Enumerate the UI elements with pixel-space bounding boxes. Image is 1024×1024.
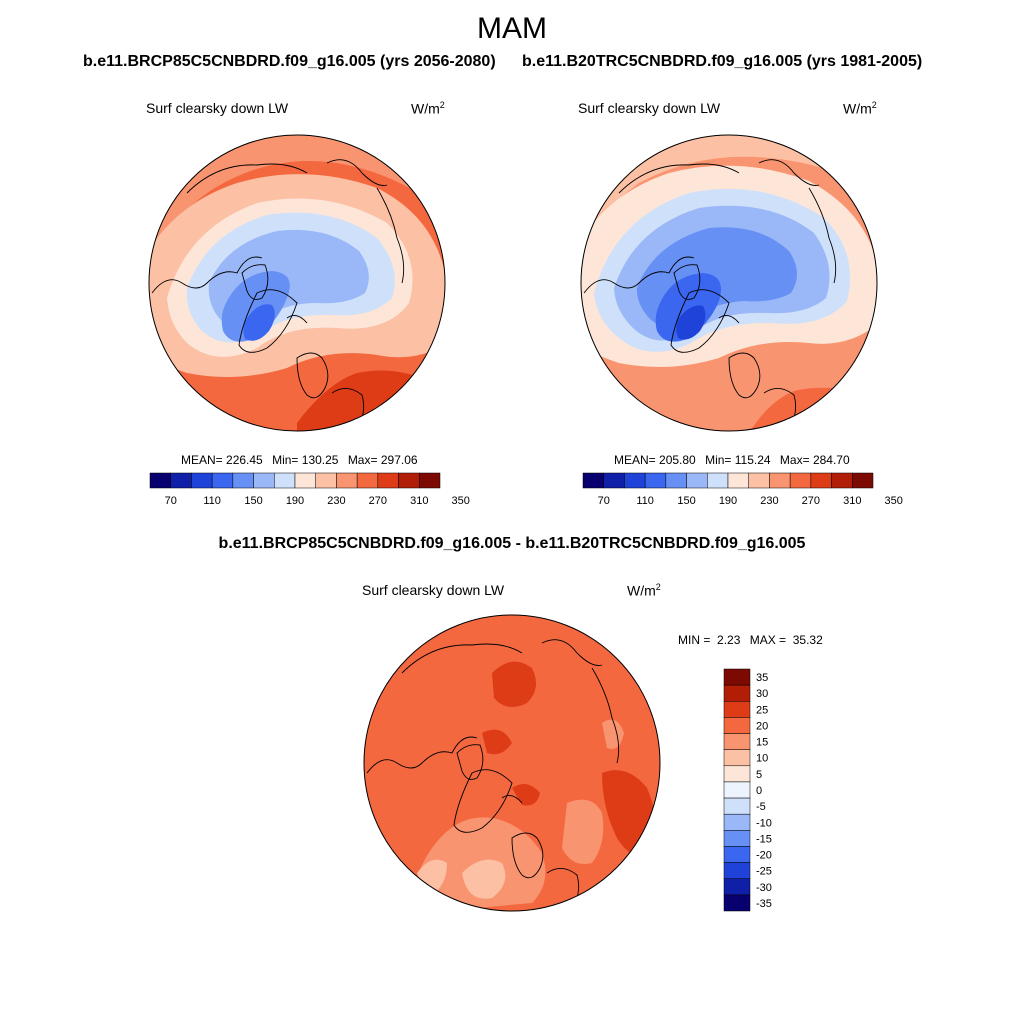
diff-variable-label: Surf clearsky down LW: [362, 582, 505, 598]
control-colorbar-swatch: [727, 472, 749, 489]
diff-colorbar-label: -10: [756, 817, 772, 829]
diff-colorbar-swatch: [723, 894, 751, 912]
control-colorbar-swatch: [644, 472, 667, 489]
test-colorbar-label: 350: [452, 495, 470, 507]
control-colorbar-swatch: [686, 472, 708, 489]
diff-colorbar-label: -35: [756, 898, 772, 910]
test-colorbar-swatch: [398, 472, 420, 489]
diff-colorbar-label: 10: [756, 753, 768, 765]
diff-colorbar-swatch: [723, 749, 751, 767]
diff-colorbar: 35 30 25 20 15 10 5 0 -5 -10 -15 -20 -25 -30 -35: [723, 668, 772, 912]
diff-colorbar-label: 5: [756, 769, 762, 781]
control-colorbar-swatch: [769, 472, 791, 489]
test-colorbar-swatch: [253, 472, 275, 489]
test-colorbar-swatch: [377, 472, 399, 489]
control-variable-label: Surf clearsky down LW: [578, 100, 721, 116]
diff-colorbar-label: -20: [756, 850, 772, 862]
control-colorbar-swatch: [603, 472, 625, 489]
test-colorbar-label: 190: [286, 495, 304, 507]
test-colorbar-label: 270: [369, 495, 387, 507]
test-colorbar-swatch: [315, 472, 337, 489]
diff-colorbar-label: -30: [756, 882, 772, 894]
test-case-title: b.e11.BRCP85C5CNBDRD.f09_g16.005 (yrs 20…: [83, 53, 496, 70]
test-units-label: W/m2: [411, 100, 445, 117]
test-colorbar: 70 110 150 190 230 270 310 350: [149, 472, 470, 507]
test-colorbar-label: 110: [203, 495, 221, 507]
control-colorbar-label: 70: [598, 495, 610, 507]
test-colorbar-swatch: [149, 472, 171, 489]
control-colorbar-swatch: [624, 472, 646, 489]
control-colorbar-swatch: [707, 472, 729, 489]
test-colorbar-swatch: [211, 472, 234, 489]
test-colorbar-swatch: [356, 472, 379, 489]
test-variable-label: Surf clearsky down LW: [146, 100, 289, 116]
control-colorbar-swatch: [852, 472, 874, 489]
control-colorbar-label: 110: [636, 495, 654, 507]
diff-title: b.e11.BRCP85C5CNBDRD.f09_g16.005 - b.e11…: [218, 535, 806, 552]
test-colorbar-swatch: [419, 472, 441, 489]
diff-colorbar-swatch: [723, 733, 751, 750]
control-polar-map: [580, 134, 878, 432]
control-colorbar: 70 110 150 190 230 270 310 350: [582, 472, 903, 507]
control-colorbar-label: 270: [802, 495, 820, 507]
test-colorbar-label: 150: [244, 495, 262, 507]
diff-colorbar-label: 20: [756, 720, 768, 732]
diff-colorbar-label: 30: [756, 688, 768, 700]
diff-polar-map: [363, 614, 661, 912]
control-colorbar-swatch: [748, 472, 770, 489]
map-border: [148, 134, 446, 432]
control-colorbar-swatch: [789, 472, 812, 489]
diff-colorbar-swatch: [723, 701, 751, 718]
diff-colorbar-label: 35: [756, 672, 768, 684]
diff-colorbar-swatch: [723, 878, 751, 896]
control-colorbar-swatch: [665, 472, 687, 489]
diff-colorbar-swatch: [723, 830, 751, 847]
season-title: MAM: [477, 12, 547, 45]
test-colorbar-label: 70: [165, 495, 177, 507]
diff-colorbar-swatch: [723, 717, 751, 734]
control-colorbar-label: 150: [677, 495, 695, 507]
test-colorbar-swatch: [336, 472, 358, 489]
diff-colorbar-swatch: [723, 813, 751, 831]
control-colorbar-swatch: [582, 472, 604, 489]
test-colorbar-swatch: [170, 472, 192, 489]
test-colorbar-swatch: [274, 472, 296, 489]
test-colorbar-label: 310: [410, 495, 428, 507]
diff-colorbar-swatch: [723, 668, 751, 686]
diff-colorbar-swatch: [723, 684, 751, 702]
control-colorbar-swatch: [831, 472, 853, 489]
diff-colorbar-swatch: [723, 765, 751, 783]
diff-colorbar-label: 25: [756, 704, 768, 716]
diff-colorbar-swatch: [723, 862, 751, 879]
diff-colorbar-swatch: [723, 781, 751, 799]
diff-units-label: W/m2: [627, 582, 661, 599]
diff-colorbar-label: -25: [756, 866, 772, 878]
control-stats: MEAN= 205.80 Min= 115.24 Max= 284.70: [614, 453, 850, 467]
control-colorbar-label: 350: [885, 495, 903, 507]
diff-colorbar-swatch: [723, 846, 751, 863]
control-colorbar-label: 190: [719, 495, 737, 507]
test-colorbar-swatch: [232, 472, 254, 489]
diff-colorbar-label: 15: [756, 737, 768, 749]
diff-colorbar-swatch: [723, 797, 751, 815]
diff-colorbar-label: -5: [756, 801, 766, 813]
control-colorbar-swatch: [810, 472, 832, 489]
diff-stats: MIN = 2.23 MAX = 35.32: [678, 633, 823, 647]
test-colorbar-label: 230: [327, 495, 345, 507]
test-colorbar-swatch: [191, 472, 213, 489]
test-colorbar-swatch: [294, 472, 316, 489]
control-colorbar-label: 310: [843, 495, 861, 507]
diff-colorbar-label: 0: [756, 785, 762, 797]
control-case-title: b.e11.B20TRC5CNBDRD.f09_g16.005 (yrs 198…: [522, 53, 923, 70]
control-units-label: W/m2: [843, 100, 877, 117]
control-colorbar-label: 230: [760, 495, 778, 507]
diff-colorbar-label: -15: [756, 833, 772, 845]
test-polar-map: [148, 134, 446, 432]
test-stats: MEAN= 226.45 Min= 130.25 Max= 297.06: [181, 453, 418, 467]
